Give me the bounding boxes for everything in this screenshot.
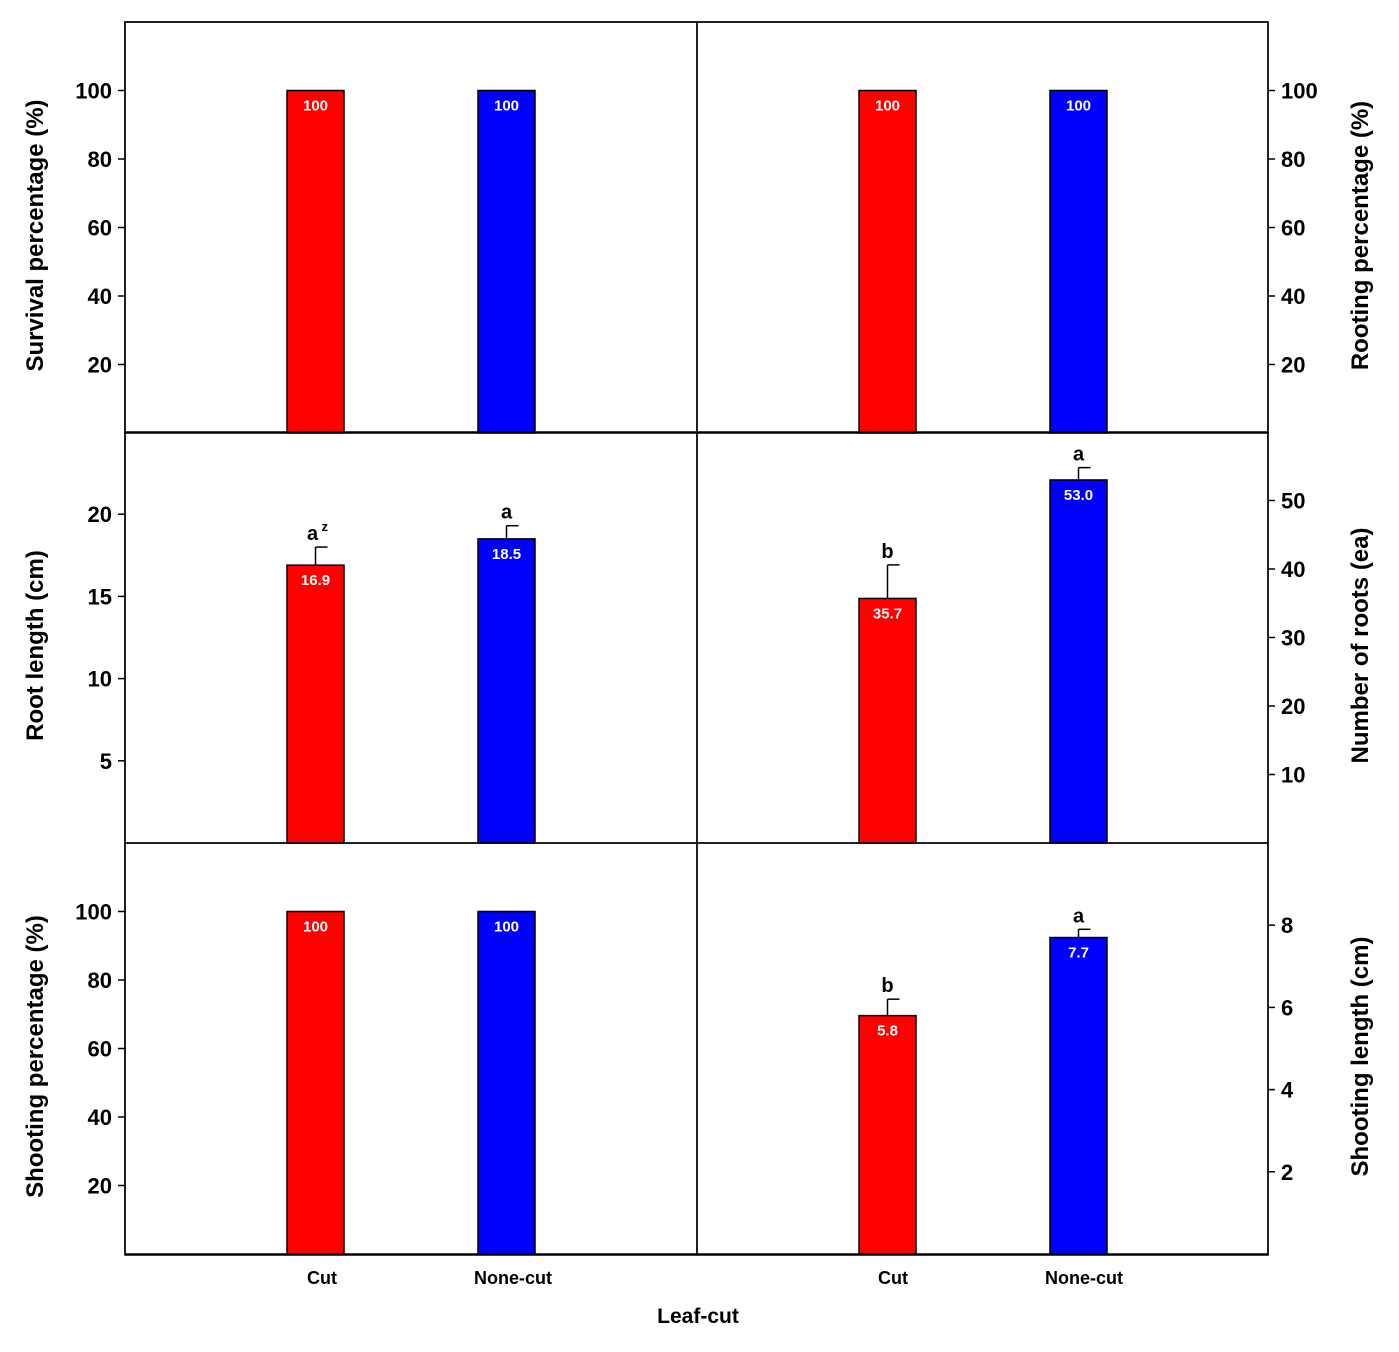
x-tick-label-none-cut-right: None-cut xyxy=(1045,1268,1123,1288)
y-tick-label: 100 xyxy=(1281,79,1318,104)
y-tick-label: 15 xyxy=(88,584,112,609)
y-tick-label: 100 xyxy=(75,900,112,925)
y-tick-label: 10 xyxy=(88,667,112,692)
y-tick-label: 8 xyxy=(1281,913,1293,938)
bar-cut xyxy=(286,564,345,844)
y-tick-label: 80 xyxy=(88,968,112,993)
bar-none-cut xyxy=(1049,936,1108,1255)
data-label: 100 xyxy=(1066,98,1091,115)
panel-bottom-left: 20 40 60 80 100 Shooting percentage (%) 100 100 xyxy=(22,842,698,1255)
y-tick-label: 30 xyxy=(1281,626,1305,651)
panel-frame xyxy=(696,21,1269,434)
panel-middle-right: 10 20 30 40 50 Number of roots (ea) 35.7 b 53.0 a xyxy=(696,431,1374,844)
y-axis-title: Number of roots (ea) xyxy=(1347,527,1374,763)
y-tick-label: 20 xyxy=(1281,353,1305,378)
bar-none-cut xyxy=(1049,89,1108,434)
panel-top-left: 20 40 60 80 100 Survival percentage (%) 100 100 xyxy=(22,21,698,434)
figure-frame xyxy=(124,21,1269,1256)
panel-frame xyxy=(124,21,698,434)
x-tick-label-cut-left: Cut xyxy=(307,1268,337,1288)
y-axis-title: Root length (cm) xyxy=(22,550,49,741)
data-label: 16.9 xyxy=(301,572,330,589)
y-tick-label: 40 xyxy=(1281,557,1305,582)
y-tick-label: 20 xyxy=(88,502,112,527)
data-label: 100 xyxy=(875,98,900,115)
x-tick-label-cut-right: Cut xyxy=(878,1268,908,1288)
y-tick-label: 10 xyxy=(1281,763,1305,788)
panel-frame xyxy=(696,842,1269,1255)
y-tick-label: 80 xyxy=(1281,147,1305,172)
panel-bottom-right: 2 4 6 8 Shooting length (cm) 5.8 b 7.7 a xyxy=(696,842,1374,1255)
bar-cut xyxy=(858,597,917,844)
y-tick-label: 6 xyxy=(1281,995,1293,1020)
data-label: 53.0 xyxy=(1064,487,1093,504)
y-tick-label: 100 xyxy=(75,79,112,104)
bar-none-cut xyxy=(477,910,536,1255)
data-label: 35.7 xyxy=(873,605,902,622)
chart-panels: 20 40 60 80 100 Survival percentage (%) 100 100… xyxy=(22,21,1374,1255)
y-tick-label: 20 xyxy=(1281,694,1305,719)
significance-label: a xyxy=(501,502,513,524)
y-tick-label: 40 xyxy=(1281,284,1305,309)
y-tick-label: 60 xyxy=(88,1037,112,1062)
y-tick-label: 20 xyxy=(88,353,112,378)
data-label: 18.5 xyxy=(492,546,521,563)
panel-top-right: 20 40 60 80 100 Rooting percentage (%) 100 100 xyxy=(696,21,1374,434)
significance-label: b xyxy=(881,541,893,563)
data-label: 7.7 xyxy=(1068,945,1089,962)
bar-cut xyxy=(858,89,917,434)
panel-frame xyxy=(696,431,1269,844)
bar-cut xyxy=(858,1014,917,1255)
y-tick-label: 2 xyxy=(1281,1160,1293,1185)
data-label: 100 xyxy=(303,919,328,936)
significance-label: a xyxy=(307,523,319,545)
y-axis-title: Survival percentage (%) xyxy=(22,99,49,371)
bar-none-cut xyxy=(477,89,536,434)
y-tick-label: 20 xyxy=(88,1174,112,1199)
significance-label: a xyxy=(1073,905,1085,927)
y-axis-title: Shooting length (cm) xyxy=(1347,937,1374,1177)
significance-superscript: z xyxy=(322,519,329,534)
panel-frame xyxy=(124,842,698,1255)
y-tick-label: 80 xyxy=(88,147,112,172)
panel-frame xyxy=(124,431,698,844)
y-tick-label: 60 xyxy=(88,216,112,241)
x-axis: Cut None-cut Cut None-cut Leaf-cut xyxy=(307,1268,1123,1328)
y-tick-label: 4 xyxy=(1281,1078,1294,1103)
y-axis-title: Rooting percentage (%) xyxy=(1347,101,1374,370)
x-tick-label-none-cut-left: None-cut xyxy=(474,1268,552,1288)
significance-label: b xyxy=(881,975,893,997)
bar-cut xyxy=(286,910,345,1255)
y-axis-title: Shooting percentage (%) xyxy=(22,915,49,1198)
significance-label: a xyxy=(1073,444,1085,466)
bar-cut xyxy=(286,89,345,434)
bar-none-cut xyxy=(1049,479,1108,844)
y-tick-label: 5 xyxy=(100,749,112,774)
y-tick-label: 40 xyxy=(88,284,112,309)
x-axis-title: Leaf-cut xyxy=(657,1305,739,1328)
data-label: 100 xyxy=(494,919,519,936)
data-label: 5.8 xyxy=(877,1023,898,1040)
data-label: 100 xyxy=(494,98,519,115)
y-tick-label: 50 xyxy=(1281,489,1305,514)
y-tick-label: 60 xyxy=(1281,216,1305,241)
data-label: 100 xyxy=(303,98,328,115)
y-tick-label: 40 xyxy=(88,1105,112,1130)
bar-none-cut xyxy=(477,538,536,844)
